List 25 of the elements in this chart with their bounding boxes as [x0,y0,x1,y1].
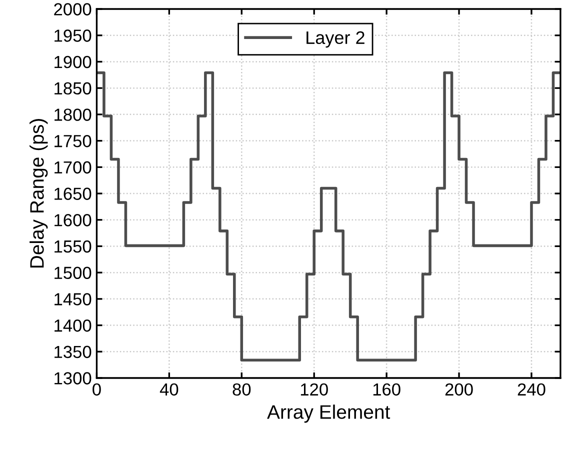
y-tick-label: 1700 [54,161,92,174]
x-tick-label: 200 [445,383,473,396]
x-tick-label: 120 [300,383,328,396]
y-tick-label: 1400 [54,319,92,332]
x-tick-label: 80 [232,383,251,396]
y-tick-label: 1950 [54,30,92,42]
y-axis-title: Delay Range (ps) [30,119,48,268]
y-tick-label: 1300 [54,372,92,384]
x-tick-label: 240 [518,383,546,396]
x-tick-label: 40 [160,383,178,396]
x-tick-label: 0 [92,383,101,396]
legend-label: Layer 2 [306,31,364,48]
y-tick-label: 1650 [54,188,92,200]
y-tick-label: 1500 [54,266,92,280]
y-tick-label: 1750 [54,134,92,148]
y-tick-label: 2000 [54,3,92,16]
y-tick-label: 1800 [54,108,92,121]
x-axis-title: Array Element [267,404,390,423]
y-tick-label: 1450 [54,293,92,306]
y-tick-label: 1350 [54,346,92,358]
y-tick-label: 1850 [54,82,92,95]
x-tick-label: 160 [373,383,400,396]
y-tick-label: 1600 [54,214,92,226]
y-tick-label: 1900 [54,56,92,68]
y-tick-label: 1550 [54,240,92,253]
